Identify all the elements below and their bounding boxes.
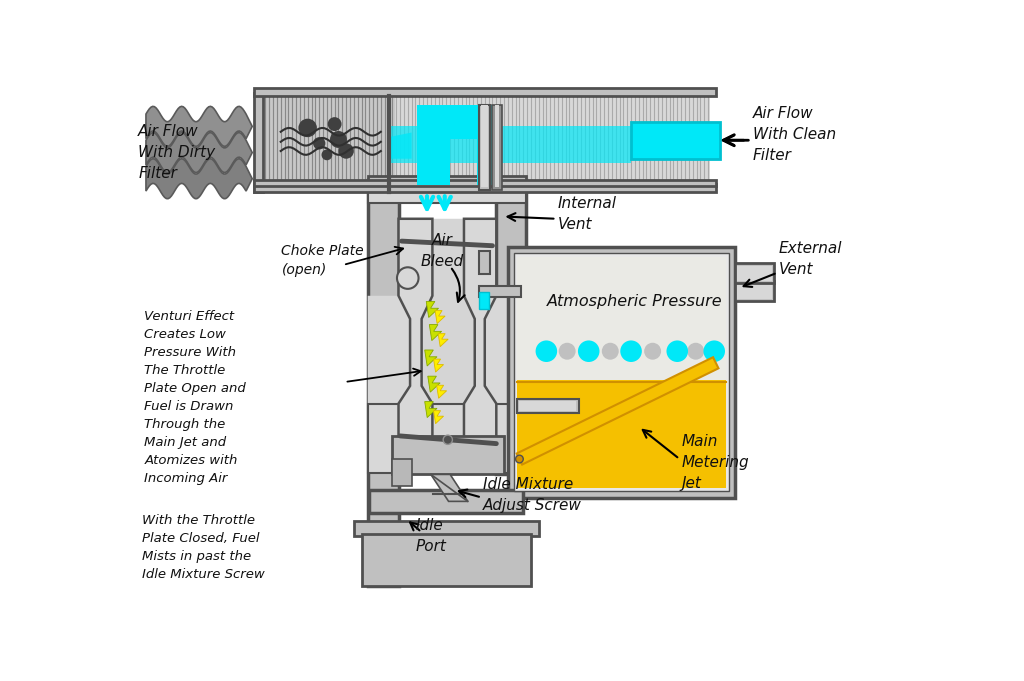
Circle shape [703,340,725,362]
Circle shape [328,117,342,131]
Circle shape [515,455,523,463]
Bar [735,281,773,301]
Bar [392,459,412,486]
Polygon shape [368,296,410,405]
Polygon shape [425,350,437,366]
Text: External
Vent: External Vent [779,241,843,276]
Circle shape [339,143,354,159]
Bar [519,400,577,411]
Text: Air Flow
With Clean
Filter: Air Flow With Clean Filter [753,106,836,163]
Circle shape [536,340,557,362]
Polygon shape [433,411,443,424]
Circle shape [443,435,453,445]
Bar [478,251,490,274]
Polygon shape [484,296,525,404]
Bar [517,380,726,488]
Polygon shape [398,219,432,471]
Text: With the Throttle
Plate Closed, Fuel
Mists in past the
Idle Mixture Screw: With the Throttle Plate Closed, Fuel Mis… [142,514,265,581]
Bar [254,93,263,192]
Text: Idle
Port: Idle Port [416,518,446,554]
Bar [517,399,579,413]
Polygon shape [433,359,443,372]
Bar [478,105,490,189]
Polygon shape [436,385,446,398]
Bar [497,180,525,475]
Circle shape [621,340,642,362]
Bar [478,286,521,298]
Bar [477,135,500,185]
Polygon shape [425,402,437,417]
Bar [417,105,500,140]
Circle shape [667,340,688,362]
Circle shape [602,343,618,360]
Bar [354,520,539,536]
Text: Choke Plate
(open): Choke Plate (open) [282,244,365,277]
Bar [254,184,716,192]
Bar [517,257,726,488]
Bar [631,122,720,159]
Text: Atmospheric Pressure: Atmospheric Pressure [547,294,722,308]
Bar [361,534,531,586]
Bar [508,247,735,498]
Polygon shape [464,219,497,471]
Polygon shape [146,106,252,146]
Polygon shape [146,159,252,199]
Polygon shape [146,133,252,172]
Bar [260,98,710,186]
Text: Idle Mixture
Adjust Screw: Idle Mixture Adjust Screw [483,477,582,513]
Bar [368,180,398,586]
Bar [260,98,394,186]
Circle shape [578,340,599,362]
Bar [737,283,772,299]
Polygon shape [388,133,412,159]
Polygon shape [431,475,468,501]
Polygon shape [398,219,497,471]
Bar [254,88,716,95]
Bar [493,105,502,189]
Polygon shape [438,334,449,347]
Polygon shape [517,358,719,464]
Circle shape [687,343,705,360]
Polygon shape [428,376,440,392]
Circle shape [330,131,347,148]
Circle shape [298,118,316,137]
Text: Venturi Effect
Creates Low
Pressure With
The Throttle
Plate Open and
Fuel is Dra: Venturi Effect Creates Low Pressure With… [144,310,246,485]
Circle shape [313,137,326,150]
Bar [737,266,772,281]
Circle shape [559,343,575,360]
Bar [254,180,716,186]
Bar [392,436,504,475]
Bar [479,292,489,309]
Polygon shape [426,302,438,317]
Bar [368,404,525,473]
Text: Main
Metering
Jet: Main Metering Jet [681,434,749,492]
Bar [370,490,523,513]
Circle shape [644,343,662,360]
Polygon shape [429,325,441,340]
Bar [735,264,773,283]
Text: Air Flow
With Dirty
Filter: Air Flow With Dirty Filter [138,124,215,181]
Bar [495,105,500,187]
Bar [417,127,451,185]
Bar [368,187,525,204]
Text: Air
Bleed: Air Bleed [421,233,464,269]
Bar [368,176,525,189]
Text: Internal
Vent: Internal Vent [558,196,616,232]
Circle shape [322,150,333,160]
Polygon shape [435,311,445,323]
Circle shape [397,267,419,289]
Bar [481,105,487,187]
Bar [514,253,729,492]
Polygon shape [388,127,631,163]
